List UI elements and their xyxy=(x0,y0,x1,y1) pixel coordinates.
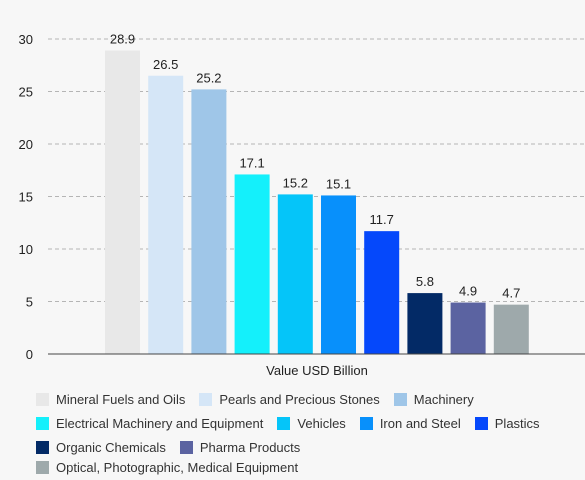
legend-label: Mineral Fuels and Oils xyxy=(56,391,186,407)
legend-label: Optical, Photographic, Medical Equipment xyxy=(56,459,299,475)
bar-value-label: 15.2 xyxy=(283,175,308,190)
bars xyxy=(105,50,529,355)
bar-pharma-products xyxy=(450,302,486,354)
y-tick-label: 15 xyxy=(19,190,33,205)
legend-swatch xyxy=(199,392,213,406)
y-axis: 0 5 10 15 20 25 30 xyxy=(19,32,33,362)
legend-swatch xyxy=(36,460,49,474)
bar-machinery xyxy=(191,89,227,355)
legend-swatch xyxy=(36,440,49,454)
legend-label: Machinery xyxy=(413,391,474,407)
y-tick-label: 5 xyxy=(26,295,33,310)
legend-item: Vehicles xyxy=(277,415,346,431)
legend-swatch xyxy=(36,416,49,430)
legend-label: Electrical Machinery and Equipment xyxy=(56,415,264,431)
y-tick-label: 0 xyxy=(26,347,33,362)
bar-plastics xyxy=(364,231,400,354)
legend-item: Pearls and Precious Stones xyxy=(199,391,380,407)
legend-label: Vehicles xyxy=(297,415,346,431)
bar-chart: 28.9 26.5 25.2 17.1 15.2 15.1 11.7 5.8 4.9 4.7 0 5… xyxy=(19,32,585,378)
bar-value-label: 4.9 xyxy=(459,284,477,299)
legend-swatch xyxy=(179,440,193,454)
bar-optical-photographic-medical-equipment xyxy=(493,304,529,354)
legend-label: Iron and Steel xyxy=(379,415,461,431)
legend-label: Pharma Products xyxy=(199,439,301,455)
bar-vehicles xyxy=(277,194,313,354)
bar-value-label: 4.7 xyxy=(502,286,520,301)
legend-item: Organic Chemicals xyxy=(36,439,166,455)
legend-swatch xyxy=(359,416,373,430)
legend-swatch xyxy=(36,392,49,406)
bar-value-label: 5.8 xyxy=(416,274,434,289)
bar-value-label: 11.7 xyxy=(370,212,394,227)
y-tick-label: 10 xyxy=(19,242,33,257)
y-tick-label: 20 xyxy=(19,137,33,152)
bar-value-label: 26.5 xyxy=(153,57,178,72)
y-tick-label: 30 xyxy=(19,32,33,47)
legend-item: Electrical Machinery and Equipment xyxy=(36,415,263,431)
legend-label: Plastics xyxy=(494,415,540,431)
bar-value-label: 15.1 xyxy=(326,176,351,191)
legend-item: Plastics xyxy=(474,415,540,431)
bar-pearls-and-precious-stones xyxy=(148,75,184,354)
legend-item: Mineral Fuels and Oils xyxy=(36,391,185,407)
legend-swatch xyxy=(393,392,407,406)
bar-electrical-machinery-and-equipment xyxy=(234,174,270,354)
bar-value-label: 17.1 xyxy=(239,155,264,170)
data-labels: 28.9 26.5 25.2 17.1 15.2 15.1 11.7 5.8 4.9 4.7 xyxy=(110,32,520,301)
legend-item: Optical, Photographic, Medical Equipment xyxy=(36,459,298,475)
bar-value-label: 25.2 xyxy=(196,70,221,85)
legend-label: Organic Chemicals xyxy=(56,439,166,455)
bar-iron-and-steel xyxy=(321,195,356,354)
legend-swatch xyxy=(277,416,291,430)
legend: Mineral Fuels and Oils Pearls and Preciou… xyxy=(36,391,581,475)
legend-item: Machinery xyxy=(393,391,474,407)
legend-swatch xyxy=(474,416,488,430)
legend-label: Pearls and Precious Stones xyxy=(219,391,380,407)
x-axis-title: Value USD Billion xyxy=(266,363,368,378)
legend-item: Iron and Steel xyxy=(359,415,461,431)
gridlines xyxy=(48,38,585,302)
bar-value-label: 28.9 xyxy=(110,32,135,47)
y-tick-label: 25 xyxy=(19,85,33,100)
legend-item: Pharma Products xyxy=(179,439,301,455)
bar-organic-chemicals xyxy=(407,293,443,354)
bar-mineral-fuels-and-oils xyxy=(105,50,140,355)
